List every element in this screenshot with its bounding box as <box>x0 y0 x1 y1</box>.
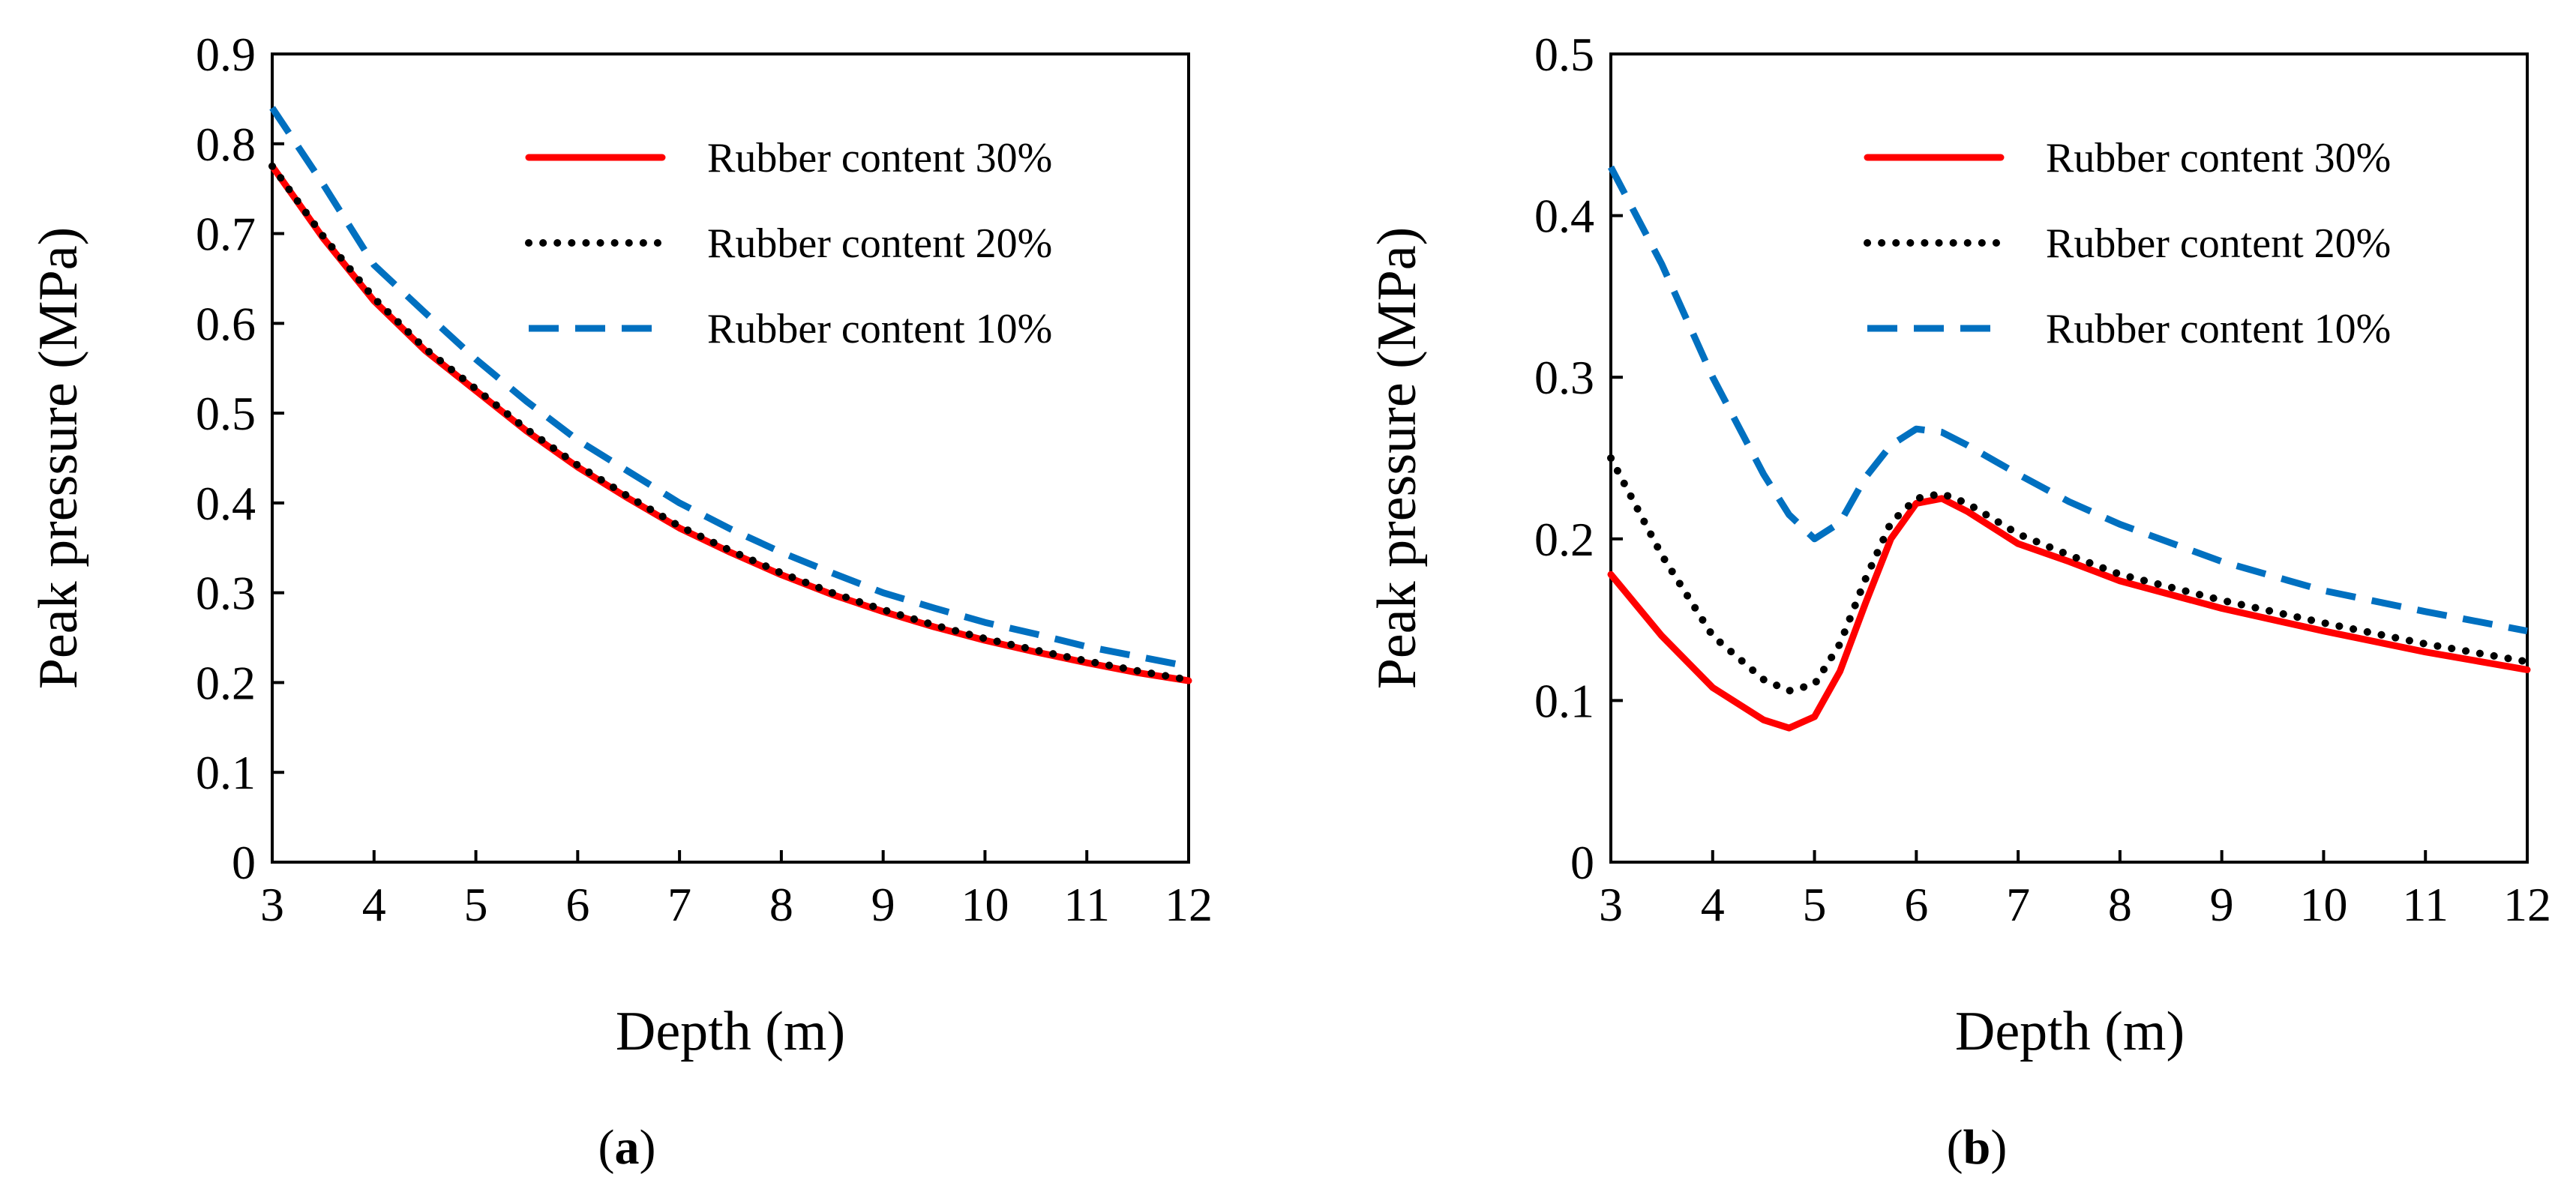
y-tick-label-b-2: 0.2 <box>1534 513 1594 566</box>
x-tick-label-b-9: 12 <box>2503 878 2551 931</box>
y-tick-label-a-8: 0.8 <box>196 118 256 171</box>
series-line-b-2 <box>1608 165 2528 635</box>
y-tick-label-b-4: 0.4 <box>1534 190 1594 243</box>
legend-a: Rubber content 30% Rubber content 20% Rubb… <box>525 135 1052 352</box>
legend-label-a-2: Rubber content 10% <box>707 306 1052 352</box>
x-tick-label-a-8: 11 <box>1063 878 1110 931</box>
y-axis-label-b: Peak pressure (MPa) <box>1366 227 1428 690</box>
series-layer-b <box>1607 165 2531 732</box>
y-tick-label-a-6: 0.6 <box>196 297 256 350</box>
legend-label-a-0: Rubber content 30% <box>707 135 1052 181</box>
x-tick-label-a-5: 8 <box>769 878 793 931</box>
x-axis-label-a: Depth (m) <box>616 1001 845 1062</box>
x-tick-label-a-2: 5 <box>464 878 488 931</box>
y-tick-label-a-0: 0 <box>232 836 256 889</box>
x-tick-label-b-8: 11 <box>2402 878 2449 931</box>
x-tick-label-a-9: 12 <box>1165 878 1213 931</box>
y-tick-label-a-4: 0.4 <box>196 477 256 530</box>
legend-label-b-2: Rubber content 10% <box>2046 306 2391 352</box>
legend-label-b-1: Rubber content 20% <box>2046 220 2391 267</box>
y-tick-label-a-3: 0.3 <box>196 567 256 620</box>
x-tick-label-b-0: 3 <box>1599 878 1623 931</box>
legend-label-b-0: Rubber content 30% <box>2046 135 2391 181</box>
x-tick-label-a-1: 4 <box>362 878 386 931</box>
series-line-b-0 <box>1607 495 2531 732</box>
x-tick-label-a-0: 3 <box>260 878 284 931</box>
x-tick-label-b-5: 8 <box>2108 878 2132 931</box>
panel-letter-a: a <box>615 1120 640 1175</box>
x-tick-label-b-4: 7 <box>2006 878 2030 931</box>
panel-label-a: (a) <box>598 1120 656 1175</box>
y-tick-label-b-3: 0.3 <box>1534 351 1594 404</box>
y-tick-label-a-5: 0.5 <box>196 387 256 440</box>
ticks-layer-a: 3 4 5 6 7 8 9 10 11 12 0 0.1 0.2 0.3 0.4 0.5 0.6 0.7 0.8 0.… <box>196 28 1213 931</box>
legend-label-a-1: Rubber content 20% <box>707 220 1052 267</box>
y-tick-label-b-1: 0.1 <box>1534 674 1594 727</box>
y-tick-label-a-2: 0.2 <box>196 656 256 709</box>
x-tick-label-b-3: 6 <box>1904 878 1928 931</box>
legend-b: Rubber content 30% Rubber content 20% Rubb… <box>1864 135 2391 352</box>
x-tick-label-b-1: 4 <box>1701 878 1725 931</box>
series-line-a-2 <box>269 106 1189 670</box>
y-tick-label-b-5: 0.5 <box>1534 28 1594 81</box>
x-axis-label-b: Depth (m) <box>1955 1001 2185 1062</box>
y-axis-label-a: Peak pressure (MPa) <box>28 227 89 690</box>
y-tick-label-a-1: 0.1 <box>196 746 256 799</box>
y-tick-label-a-9: 0.9 <box>196 28 256 81</box>
x-tick-label-b-7: 10 <box>2299 878 2347 931</box>
y-tick-label-b-0: 0 <box>1570 836 1594 889</box>
x-tick-label-a-4: 7 <box>667 878 691 931</box>
panel-label-b: (b) <box>1947 1120 2008 1175</box>
series-layer-a <box>268 106 1192 684</box>
plot-area-a <box>271 52 1190 864</box>
x-tick-label-a-6: 9 <box>871 878 895 931</box>
y-tick-label-a-7: 0.7 <box>196 208 256 261</box>
x-tick-label-b-2: 5 <box>1803 878 1827 931</box>
panel-a: 3 4 5 6 7 8 9 10 11 12 0 0.1 0.2 0.3 0.4 0.5 0.6 0.7 0.8 0.… <box>28 28 1213 1175</box>
x-tick-label-a-7: 10 <box>961 878 1009 931</box>
series-line-a-1 <box>268 162 1192 684</box>
ticks-layer-b: 3 4 5 6 7 8 9 10 11 12 0 0.1 0.2 0.3 0.4 0.5 <box>1534 28 2551 931</box>
x-tick-label-b-6: 9 <box>2210 878 2234 931</box>
x-tick-label-a-3: 6 <box>565 878 589 931</box>
series-line-b-1 <box>1607 454 2531 695</box>
panel-letter-b: b <box>1963 1120 1991 1175</box>
